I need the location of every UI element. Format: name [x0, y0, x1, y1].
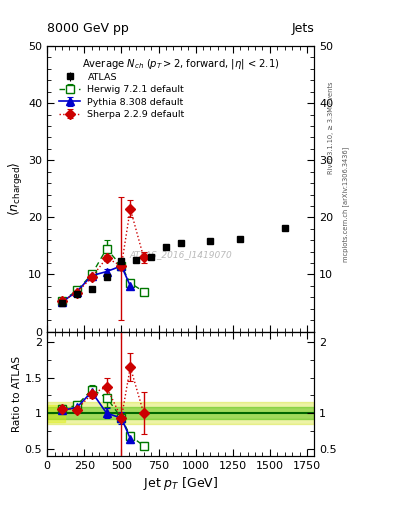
- Y-axis label: Ratio to ATLAS: Ratio to ATLAS: [12, 355, 22, 432]
- Y-axis label: $\langle n_\mathrm{charged} \rangle$: $\langle n_\mathrm{charged} \rangle$: [7, 161, 26, 216]
- Text: Jets: Jets: [292, 22, 314, 35]
- Legend: ATLAS, Herwig 7.2.1 default, Pythia 8.308 default, Sherpa 2.2.9 default: ATLAS, Herwig 7.2.1 default, Pythia 8.30…: [55, 69, 189, 123]
- Text: mcplots.cern.ch [arXiv:1306.3436]: mcplots.cern.ch [arXiv:1306.3436]: [342, 147, 349, 263]
- Text: 8000 GeV pp: 8000 GeV pp: [47, 22, 129, 35]
- Text: Average $N_{ch}$ ($p_T$$>$2, forward, $|\eta|$ < 2.1): Average $N_{ch}$ ($p_T$$>$2, forward, $|…: [82, 57, 279, 72]
- X-axis label: Jet $p_T$ [GeV]: Jet $p_T$ [GeV]: [143, 475, 219, 492]
- Text: ATLAS_2016_I1419070: ATLAS_2016_I1419070: [129, 250, 232, 259]
- Text: Rivet 3.1.10, ≥ 3.3M events: Rivet 3.1.10, ≥ 3.3M events: [328, 82, 334, 174]
